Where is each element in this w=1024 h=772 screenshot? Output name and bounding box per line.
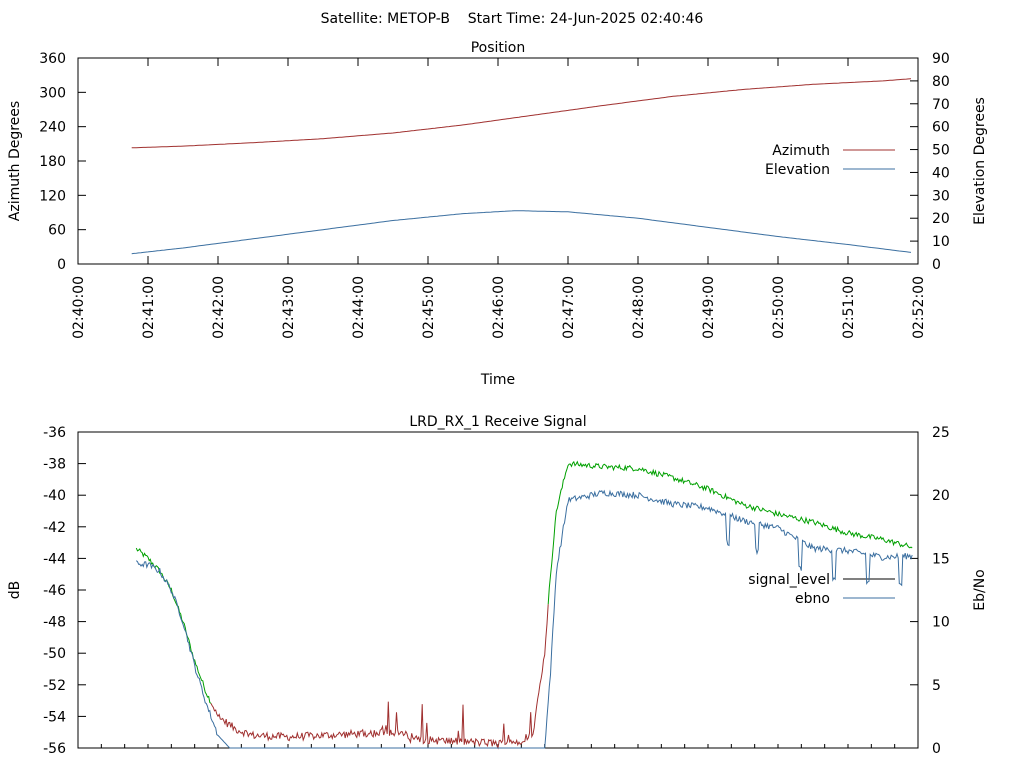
series-line [210,604,549,750]
y-tick-label: -54 [43,709,66,725]
y2-tick-label: 30 [932,188,950,204]
y-tick-label: 240 [39,120,66,136]
y2-tick-label: 60 [932,120,950,136]
y2-tick-label: 5 [932,678,941,694]
y-tick-label: -56 [43,741,66,757]
x-axis-label: Time [480,372,515,388]
y2-tick-label: 80 [932,74,950,90]
y2-tick-label: 40 [932,165,950,181]
y2-tick-label: 10 [932,615,950,631]
y2-tick-label: 0 [932,257,941,273]
x-tick-label: 02:46:00 [491,276,507,339]
legend-label: Azimuth [772,143,830,159]
x-tick-label: 02:47:00 [561,276,577,339]
y2-tick-label: 70 [932,97,950,113]
series-line [135,489,913,749]
y-tick-label: -44 [43,551,66,567]
y2-tick-label: 90 [932,51,950,67]
y2-tick-label: 20 [932,211,950,227]
y2-tick-label: 50 [932,143,950,159]
chart-title: LRD_RX_1 Receive Signal [409,414,586,430]
x-tick-label: 02:44:00 [351,276,367,339]
x-tick-label: 02:48:00 [631,276,647,339]
y2-tick-label: 25 [932,425,950,441]
x-tick-label: 02:45:00 [421,276,437,339]
x-tick-label: 02:51:00 [841,276,857,339]
series-line [547,460,913,605]
y-tick-label: 300 [39,85,66,101]
y-axis-label: Azimuth Degrees [7,101,23,221]
y-tick-label: 60 [48,223,66,239]
series-line [131,210,912,255]
y-tick-label: 180 [39,154,66,170]
series-line [131,78,912,149]
x-tick-label: 02:42:00 [211,276,227,339]
legend-label: signal_level [748,572,830,588]
y2-tick-label: 15 [932,551,950,567]
y-tick-label: 120 [39,188,66,204]
y-tick-label: -48 [43,615,66,631]
legend-label: ebno [795,591,830,607]
page-title: Satellite: METOP-B Start Time: 24-Jun-20… [321,11,704,27]
y-tick-label: -52 [43,678,66,694]
y-tick-label: -46 [43,583,66,599]
x-tick-label: 02:52:00 [911,276,927,339]
x-tick-label: 02:41:00 [141,276,157,339]
y2-axis-label: Eb/No [972,569,988,611]
y2-tick-label: 10 [932,234,950,250]
y-tick-label: -42 [43,520,66,536]
y-tick-label: -50 [43,646,66,662]
x-tick-label: 02:43:00 [281,276,297,339]
legend-label: Elevation [765,162,830,178]
y2-tick-label: 0 [932,741,941,757]
y2-tick-label: 20 [932,488,950,504]
x-tick-label: 02:40:00 [71,276,87,339]
x-tick-label: 02:50:00 [771,276,787,339]
plot-frame [77,57,919,265]
y-axis-label: dB [7,581,23,600]
plot-frame [77,431,919,749]
y-tick-label: 360 [39,51,66,67]
y-tick-label: -38 [43,457,66,473]
y-tick-label: -36 [43,425,66,441]
y-tick-label: -40 [43,488,66,504]
y2-axis-label: Elevation Degrees [972,97,988,225]
x-tick-label: 02:49:00 [701,276,717,339]
chart-title: Position [471,40,526,56]
y-tick-label: 0 [57,257,66,273]
